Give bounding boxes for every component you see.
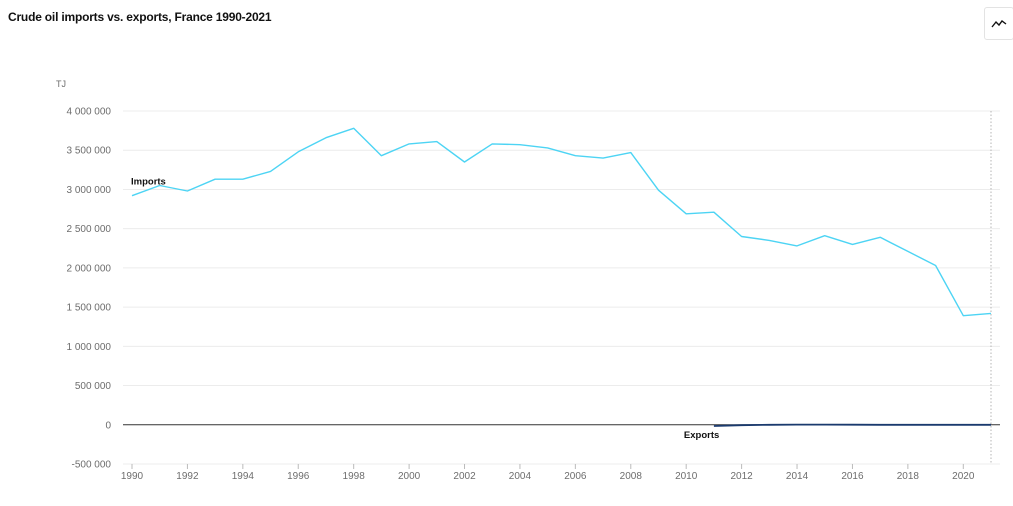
x-tick-label: 2016 [841, 471, 864, 482]
x-tick-label: 2008 [620, 471, 643, 482]
x-tick-label: 2000 [398, 471, 421, 482]
y-tick-label: 0 [105, 420, 111, 431]
exports-series-label: Exports [684, 430, 719, 441]
y-tick-label: 3 000 000 [67, 185, 112, 196]
y-tick-label: -500 000 [72, 460, 112, 471]
y-tick-label: 2 000 000 [67, 263, 112, 274]
chart-type-button[interactable] [984, 7, 1013, 40]
y-tick-label: 3 500 000 [67, 146, 112, 157]
x-tick-label: 2014 [786, 471, 809, 482]
x-tick-label: 1996 [287, 471, 310, 482]
y-tick-label: 500 000 [75, 381, 112, 392]
y-tick-label: 4 000 000 [67, 107, 112, 118]
exports-series-line [713, 423, 991, 427]
x-tick-label: 1992 [176, 471, 199, 482]
y-tick-label: 1 000 000 [67, 342, 112, 353]
x-tick-label: 1998 [343, 471, 366, 482]
x-tick-label: 2018 [897, 471, 920, 482]
x-tick-label: 1990 [121, 471, 144, 482]
x-tick-label: 2002 [453, 471, 476, 482]
x-tick-label: 2012 [730, 471, 753, 482]
imports-series-label: Imports [131, 177, 166, 188]
x-tick-label: 2020 [952, 471, 975, 482]
chart-title: Crude oil imports vs. exports, France 19… [8, 10, 272, 24]
y-tick-label: 1 500 000 [67, 303, 112, 314]
x-tick-label: 2010 [675, 471, 698, 482]
x-tick-label: 2004 [509, 471, 532, 482]
y-axis-unit-label: TJ [56, 79, 66, 89]
x-tick-label: 2006 [564, 471, 587, 482]
y-tick-label: 2 500 000 [67, 224, 112, 235]
imports-series-line [131, 127, 992, 317]
x-tick-label: 1994 [232, 471, 255, 482]
line-chart-icon [991, 19, 1007, 27]
